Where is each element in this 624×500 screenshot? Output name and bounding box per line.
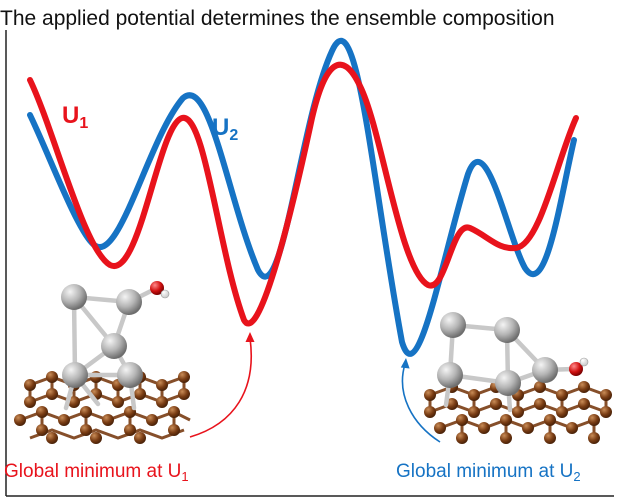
caption-blue-sub: 2: [573, 469, 581, 484]
cluster-structure-left-icon: [14, 281, 191, 444]
cluster-structure-right-icon: [424, 312, 612, 444]
label-u1-base: U: [62, 102, 80, 129]
caption-global-minimum-u2: Global minimum at U2: [396, 460, 581, 489]
caption-global-minimum-u1: Global minimum at U1: [4, 460, 189, 489]
arrow-blue: [400, 358, 441, 443]
caption-red-text: Global minimum at U: [4, 461, 182, 482]
caption-red-sub: 1: [181, 469, 189, 484]
label-u2-sub: 2: [229, 127, 239, 144]
label-u2: U2: [212, 114, 238, 150]
figure-title: The applied potential determines the ens…: [0, 7, 555, 30]
label-u1: U1: [62, 102, 88, 138]
label-u1-sub: 1: [79, 115, 89, 132]
label-u2-base: U: [212, 114, 230, 141]
energy-curve-u1: [27, 61, 579, 327]
arrow-red: [189, 332, 255, 438]
caption-blue-text: Global minimum at U: [396, 461, 574, 482]
energy-curve-u2: [27, 37, 577, 357]
